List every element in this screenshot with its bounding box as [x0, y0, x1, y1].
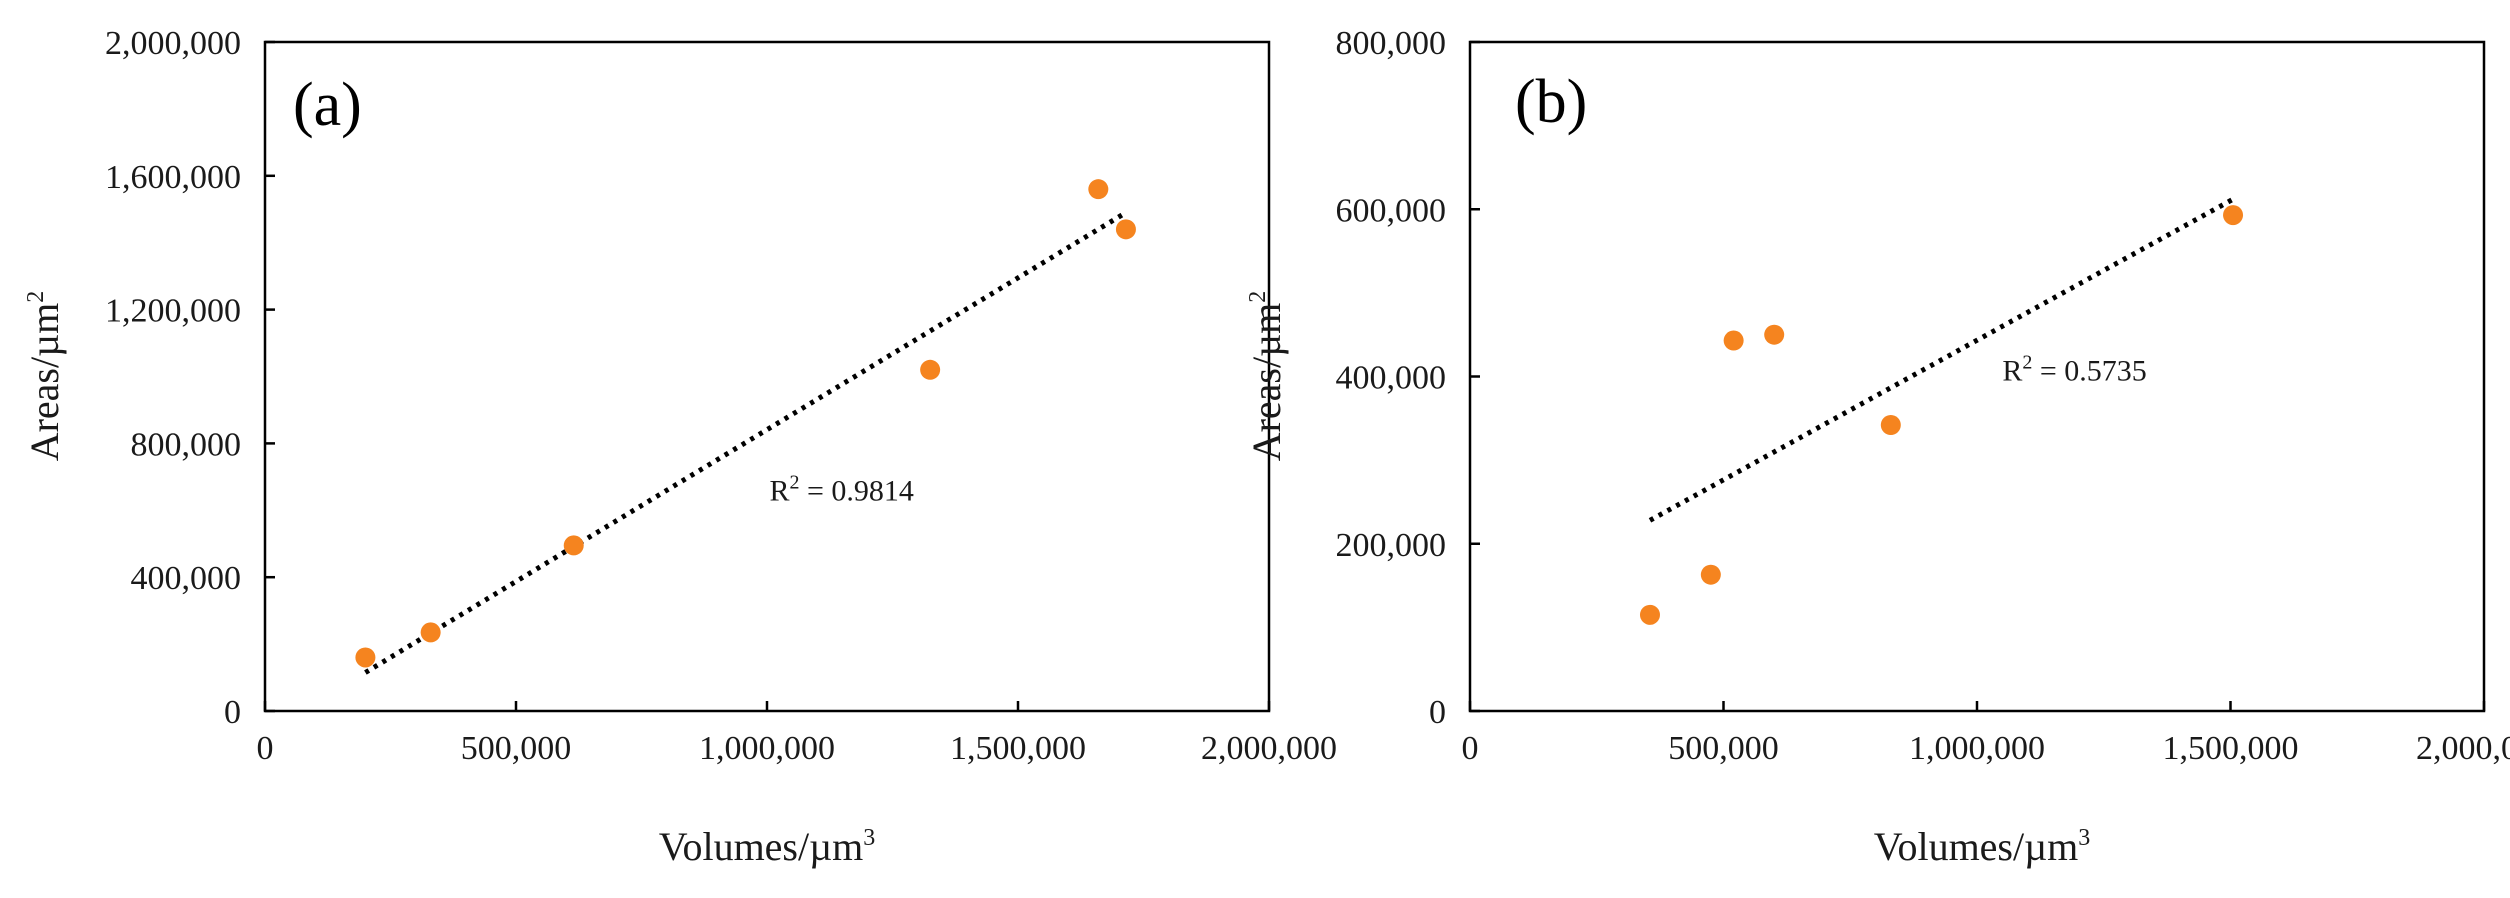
- y-tick-label-b-1: 200,000: [1336, 527, 1447, 564]
- x-tick-labels-a: 0 500,000 1,000,000 1,500,000 2,000,000: [257, 730, 1338, 767]
- x-tick-label-a-0: 0: [257, 730, 274, 767]
- data-points-a: [355, 179, 1136, 668]
- data-point-b-4: [1880, 415, 1901, 436]
- x-tick-label-a-3: 1,500,000: [950, 730, 1086, 767]
- data-point-a-1: [420, 622, 441, 643]
- plot-frame-a: [263, 40, 1271, 713]
- y-tick-label-b-3: 600,000: [1336, 192, 1447, 229]
- x-axis-label-b: Volumes/µm3: [1874, 824, 2091, 869]
- trendline-b: [1648, 197, 2235, 523]
- y-axis-label-b: Areas/µm2: [1244, 291, 1289, 462]
- y-tick-label-b-0: 0: [1429, 694, 1446, 731]
- x-tick-labels-b: 0 500,000 1,000,000 1,500,000 2,000,000: [1462, 730, 2510, 767]
- data-point-b-5: [2223, 205, 2244, 226]
- y-tick-label-b-2: 400,000: [1336, 360, 1447, 397]
- data-point-a-4: [1088, 179, 1109, 200]
- panel-label-b: (b): [1515, 68, 1587, 136]
- axis-ticks-b: [1468, 40, 2486, 713]
- r-squared-annotation-a: R2 = 0.9814: [770, 471, 914, 507]
- y-tick-label-a-3: 1,200,000: [105, 293, 241, 330]
- x-tick-label-a-2: 1,000,000: [699, 730, 835, 767]
- x-tick-label-a-1: 500,000: [461, 730, 572, 767]
- x-tick-label-b-1: 500,000: [1668, 730, 1779, 767]
- y-tick-label-a-1: 400,000: [131, 560, 242, 597]
- data-point-b-3: [1764, 324, 1785, 345]
- data-point-a-3: [920, 359, 941, 380]
- data-point-b-1: [1700, 564, 1721, 585]
- chart-a: 0 500,000 1,000,000 1,500,000 2,000,000 0 400…: [22, 25, 1337, 869]
- panel-label-a: (a): [293, 71, 362, 139]
- data-point-a-2: [563, 535, 584, 556]
- x-tick-label-b-2: 1,000,000: [1909, 730, 2045, 767]
- x-tick-label-b-4: 2,000,000: [2416, 730, 2510, 767]
- data-point-a-0: [355, 647, 376, 668]
- data-point-a-5: [1115, 219, 1136, 240]
- y-axis-label-a: Areas/µm2: [22, 291, 67, 462]
- data-points-b: [1639, 205, 2244, 625]
- y-tick-label-a-5: 2,000,000: [105, 25, 241, 62]
- data-point-b-2: [1723, 330, 1744, 351]
- y-tick-label-a-2: 800,000: [131, 426, 242, 463]
- x-tick-label-b-3: 1,500,000: [2163, 730, 2299, 767]
- y-tick-label-a-4: 1,600,000: [105, 159, 241, 196]
- axis-ticks-a: [263, 40, 1271, 713]
- trendline-a: [364, 210, 1128, 675]
- x-tick-label-a-4: 2,000,000: [1201, 730, 1337, 767]
- y-tick-labels-a: 0 400,000 800,000 1,200,000 1,600,000 2,000,0…: [105, 25, 241, 731]
- y-tick-label-b-4: 800,000: [1336, 25, 1447, 62]
- chart-b: 0 500,000 1,000,000 1,500,000 2,000,000 0 200…: [1244, 25, 2510, 869]
- r-squared-annotation-b: R2 = 0.5735: [2002, 352, 2146, 388]
- y-tick-label-a-0: 0: [224, 694, 241, 731]
- plot-frame-b: [1468, 40, 2486, 713]
- x-tick-label-b-0: 0: [1462, 730, 1479, 767]
- y-tick-labels-b: 0 200,000 400,000 600,000 800,000: [1336, 25, 1447, 731]
- x-axis-label-a: Volumes/µm3: [659, 824, 876, 869]
- data-point-b-0: [1639, 604, 1660, 625]
